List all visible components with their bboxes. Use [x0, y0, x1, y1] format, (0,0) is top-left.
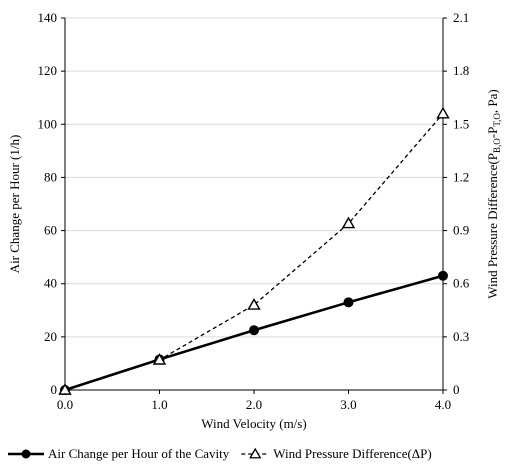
y2-tick-label: 0.9	[453, 223, 469, 238]
y2-tick-label: 1.5	[453, 116, 469, 131]
x-tick-label: 0.0	[57, 397, 73, 412]
y2-title-sub2: T,O	[492, 113, 502, 127]
y2-axis-title: Wind Pressure Difference(PB,O-PT,O, Pa)	[485, 89, 502, 299]
y2-tick-label: 2.1	[453, 10, 469, 25]
data-point	[249, 325, 259, 336]
legend-marker	[21, 449, 31, 459]
y-tick-label: 0	[51, 382, 58, 397]
x-axis-title: Wind Velocity (m/s)	[201, 416, 306, 431]
y-tick-label: 80	[44, 169, 57, 184]
y-tick-label: 100	[38, 116, 58, 131]
y2-title-prefix: Wind Pressure Difference(P	[485, 153, 500, 299]
legend-marker	[249, 447, 262, 459]
y2-tick-label: 0.6	[453, 276, 470, 291]
series-1	[60, 270, 448, 395]
y-tick-label: 60	[44, 223, 57, 238]
x-tick-label: 1.0	[151, 397, 167, 412]
legend-label: Wind Pressure Difference(ΔP)	[273, 446, 432, 461]
x-tick-label: 4.0	[435, 397, 451, 412]
y-tick-label: 40	[44, 276, 57, 291]
data-point	[152, 352, 167, 365]
x-tick-label: 2.0	[246, 397, 262, 412]
data-point	[436, 106, 450, 119]
tick-labels: 0 20 40 60 80 100 120 140 0 0.3 0.6 0.9 1.2 1.5 1.8 2.1…	[38, 10, 470, 412]
y2-tick-label: 1.2	[453, 169, 469, 184]
gridlines	[65, 17, 443, 338]
y2-tick-label: 0	[453, 382, 460, 397]
data-point	[438, 270, 448, 281]
y-axis-title: Air Change per Hour (1/h)	[7, 135, 22, 274]
legend: Air Change per Hour of the Cavity Wind Pr…	[8, 446, 432, 461]
legend-label: Air Change per Hour of the Cavity	[48, 446, 230, 461]
series-line	[64, 113, 444, 391]
series-2	[58, 106, 450, 395]
axes	[61, 17, 447, 394]
y2-title-sub1: B,O	[492, 138, 502, 153]
y2-tick-label: 1.8	[453, 63, 469, 78]
data-point	[58, 383, 72, 395]
series-layer	[58, 106, 450, 395]
y2-tick-label: 0.3	[453, 329, 469, 344]
legend-entry-2: Wind Pressure Difference(ΔP)	[241, 446, 432, 461]
y2-title-suffix: , Pa)	[485, 89, 500, 113]
y-tick-label: 120	[38, 63, 58, 78]
x-tick-label: 3.0	[340, 397, 356, 412]
data-point	[341, 216, 356, 229]
y-tick-label: 20	[44, 329, 57, 344]
y-tick-label: 140	[38, 10, 58, 25]
data-point	[247, 298, 261, 310]
legend-entry-1: Air Change per Hour of the Cavity	[8, 446, 230, 461]
data-point	[343, 297, 354, 308]
y2-title-mid: -P	[485, 127, 500, 139]
